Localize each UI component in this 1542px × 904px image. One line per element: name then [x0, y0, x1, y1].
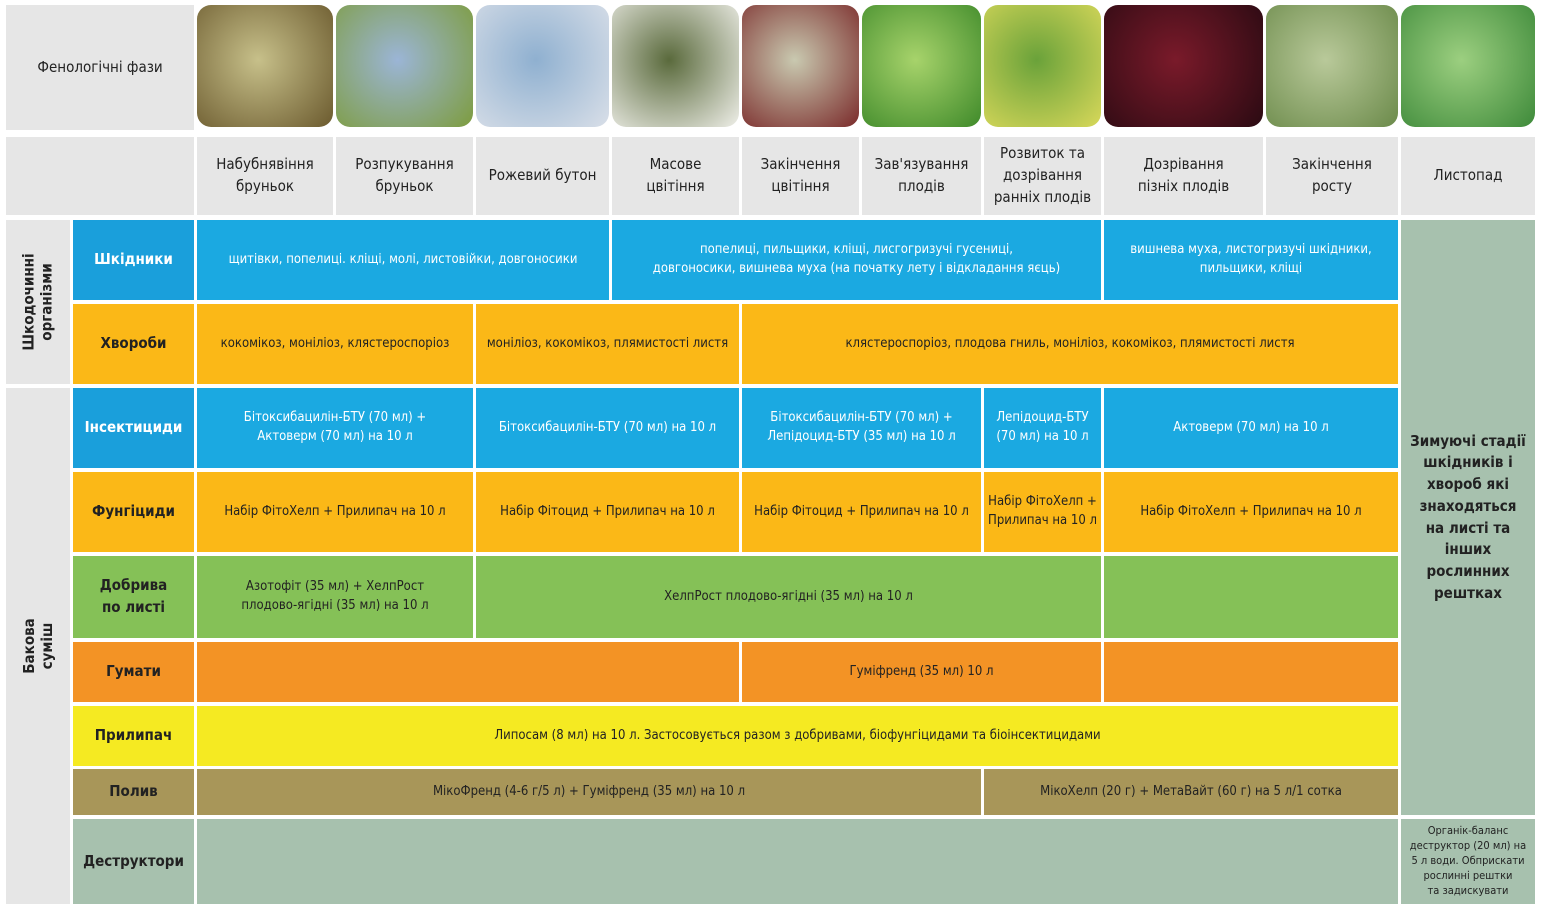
- phase-name: Зав'язування плодів: [862, 137, 981, 215]
- phase-photo: [612, 5, 739, 127]
- phase-photo: [336, 5, 473, 127]
- schedule-cell: щитівки, попелиці. кліщі, молі, листовій…: [197, 220, 609, 300]
- schedule-cell: Набір Фітоцид + Прилипач на 10 л: [476, 472, 739, 552]
- empty-cell: [197, 642, 739, 702]
- schedule-cell: Набір ФітоХелп + Прилипач на 10 л: [984, 472, 1101, 552]
- schedule-cell: Бітоксибацилін-БТУ (70 мл) + Лепідоцид-Б…: [742, 388, 981, 468]
- phase-photo: [1401, 5, 1535, 127]
- phase-photo: [984, 5, 1101, 127]
- phase-name: Розвиток та дозрівання ранніх плодів: [984, 137, 1101, 215]
- schedule-cell: Липосам (8 мл) на 10 л. Застосовується р…: [197, 706, 1398, 766]
- phase-name: Розпукування бруньок: [336, 137, 473, 215]
- phase-photo: [197, 5, 333, 127]
- schedule-cell: Бітоксибацилін-БТУ (70 мл) + Актоверм (7…: [197, 388, 473, 468]
- schedule-cell: Набір Фітоцид + Прилипач на 10 л: [742, 472, 981, 552]
- schedule-cell: Бітоксибацилін-БТУ (70 мл) на 10 л: [476, 388, 739, 468]
- phase-photo: [862, 5, 981, 127]
- row-label: Шкідники: [73, 220, 194, 300]
- phase-name: Масове цвітіння: [612, 137, 739, 215]
- phase-name: Дозрівання пізніх плодів: [1104, 137, 1263, 215]
- group-label: Бакова суміш: [6, 388, 70, 904]
- schedule-cell: Гуміфренд (35 мл) 10 л: [742, 642, 1101, 702]
- side-note: Зимуючі стадії шкідників і хвороб які зн…: [1401, 220, 1535, 815]
- phase-name: Листопад: [1401, 137, 1535, 215]
- schedule-cell: МікоХелп (20 г) + МетаВайт (60 г) на 5 л…: [984, 769, 1398, 815]
- row-label: Прилипач: [73, 706, 194, 766]
- empty-cell: [197, 819, 1398, 904]
- row-label: Полив: [73, 769, 194, 815]
- phase-photo: [1266, 5, 1398, 127]
- row-label: Фунгіциди: [73, 472, 194, 552]
- phases-label: Фенологічні фази: [6, 5, 194, 130]
- schedule-cell: попелиці, пильщики, кліщі, лисгогризучі …: [612, 220, 1101, 300]
- schedule-cell: Лепідоцид-БТУ (70 мл) на 10 л: [984, 388, 1101, 468]
- schedule-cell: ХелпРост плодово-ягідні (35 мл) на 10 л: [476, 556, 1101, 638]
- schedule-cell: кокомікоз, моніліоз, клястероспоріоз: [197, 304, 473, 384]
- phase-name: Закінчення цвітіння: [742, 137, 859, 215]
- header-blank: [6, 137, 194, 215]
- phase-name: Рожевий бутон: [476, 137, 609, 215]
- row-label: Інсектициди: [73, 388, 194, 468]
- row-label: Добрива по листі: [73, 556, 194, 638]
- schedule-cell: вишнева муха, листогризучі шкідники, пил…: [1104, 220, 1398, 300]
- schedule-cell: клястероспоріоз, плодова гниль, моніліоз…: [742, 304, 1398, 384]
- empty-cell: [1104, 642, 1398, 702]
- row-label: Хвороби: [73, 304, 194, 384]
- phase-photo: [476, 5, 609, 127]
- phase-name: Набубнявіння бруньок: [197, 137, 333, 215]
- empty-cell: [1104, 556, 1398, 638]
- phase-photo: [1104, 5, 1263, 127]
- phase-photo: [742, 5, 859, 127]
- schedule-cell: Азотофіт (35 мл) + ХелпРост плодово-ягід…: [197, 556, 473, 638]
- schedule-cell: Набір ФітоХелп + Прилипач на 10 л: [1104, 472, 1398, 552]
- row-label: Гумати: [73, 642, 194, 702]
- phase-name: Закінчення росту: [1266, 137, 1398, 215]
- schedule-cell: Актоверм (70 мл) на 10 л: [1104, 388, 1398, 468]
- destructor-note: Органік-баланс деструктор (20 мл) на 5 л…: [1401, 819, 1535, 904]
- schedule-cell: МікоФренд (4-6 г/5 л) + Гуміфренд (35 мл…: [197, 769, 981, 815]
- group-label: Шкодочинні організми: [6, 220, 70, 384]
- schedule-cell: Набір ФітоХелп + Прилипач на 10 л: [197, 472, 473, 552]
- row-label: Деструктори: [73, 819, 194, 904]
- schedule-cell: моніліоз, кокомікоз, плямистості листя: [476, 304, 739, 384]
